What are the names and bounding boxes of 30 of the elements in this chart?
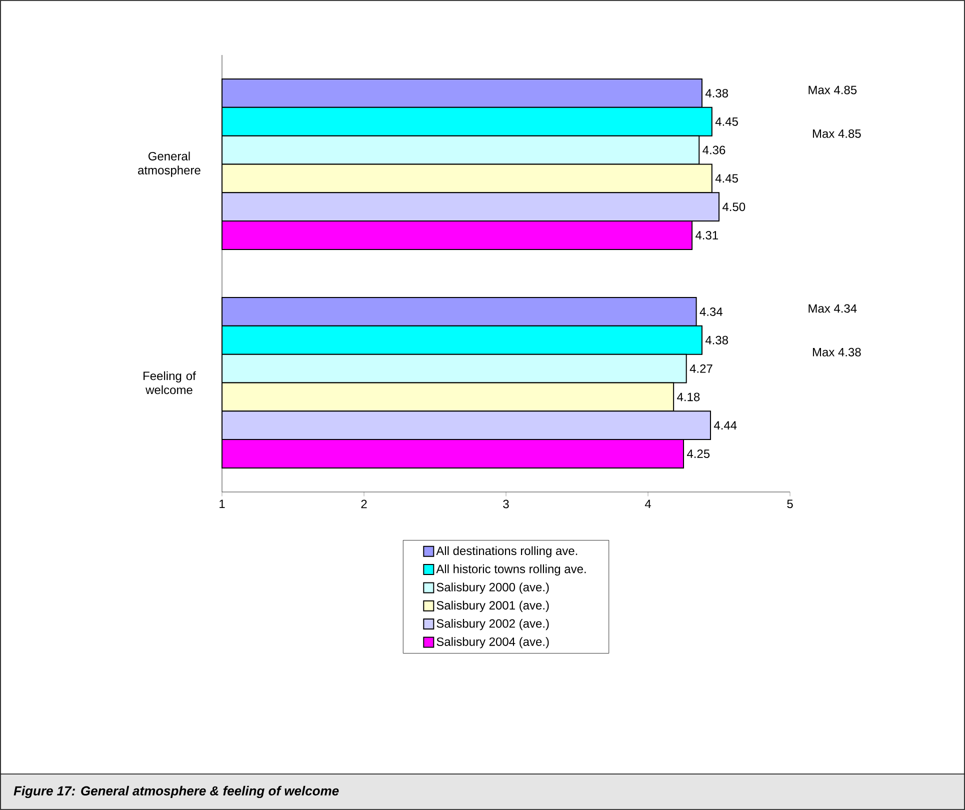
data-label: 4.31 xyxy=(696,231,718,240)
data-label: 4.38 xyxy=(705,336,728,344)
data-label: 4.27 xyxy=(690,364,712,373)
data-label: 4.34 xyxy=(700,307,722,316)
x-tick-label: 2 xyxy=(361,500,367,508)
data-label: 4.18 xyxy=(677,392,700,402)
legend-label: All historic towns rolling ave. xyxy=(436,564,586,576)
text: Figure 17: General atmosphere & feeling of welcome xyxy=(14,786,339,798)
data-label: 4.36 xyxy=(702,146,726,154)
x-tick-label: 4 xyxy=(644,500,651,508)
legend-label: Salisbury 2000 (ave.) xyxy=(436,582,549,594)
data-label: 4.45 xyxy=(715,174,738,183)
y-tick-label: General atmosphere xyxy=(138,152,200,177)
legend-label: Salisbury 2002 (ave.) xyxy=(436,618,549,630)
text: Max 4.85 xyxy=(808,86,857,94)
data-label: 4.25 xyxy=(686,450,710,458)
legend-label: Salisbury 2001 (ave.) xyxy=(436,600,549,612)
y-tick-label: Feeling of welcome xyxy=(144,371,196,394)
x-tick-label: 3 xyxy=(503,500,509,508)
data-label: 4.38 xyxy=(705,88,728,98)
text: Max 4.85 xyxy=(812,129,861,138)
legend-label: Salisbury 2004 (ave.) xyxy=(436,637,549,648)
data-label: 4.50 xyxy=(722,202,746,212)
text: Max 4.34 xyxy=(808,304,857,313)
legend-label: All destinations rolling ave. xyxy=(436,546,578,558)
x-tick-label: 5 xyxy=(787,500,793,508)
x-tick-label: 1 xyxy=(220,500,225,508)
data-label: 4.45 xyxy=(715,117,738,126)
text: Max 4.38 xyxy=(812,348,861,356)
data-label: 4.44 xyxy=(714,421,737,430)
